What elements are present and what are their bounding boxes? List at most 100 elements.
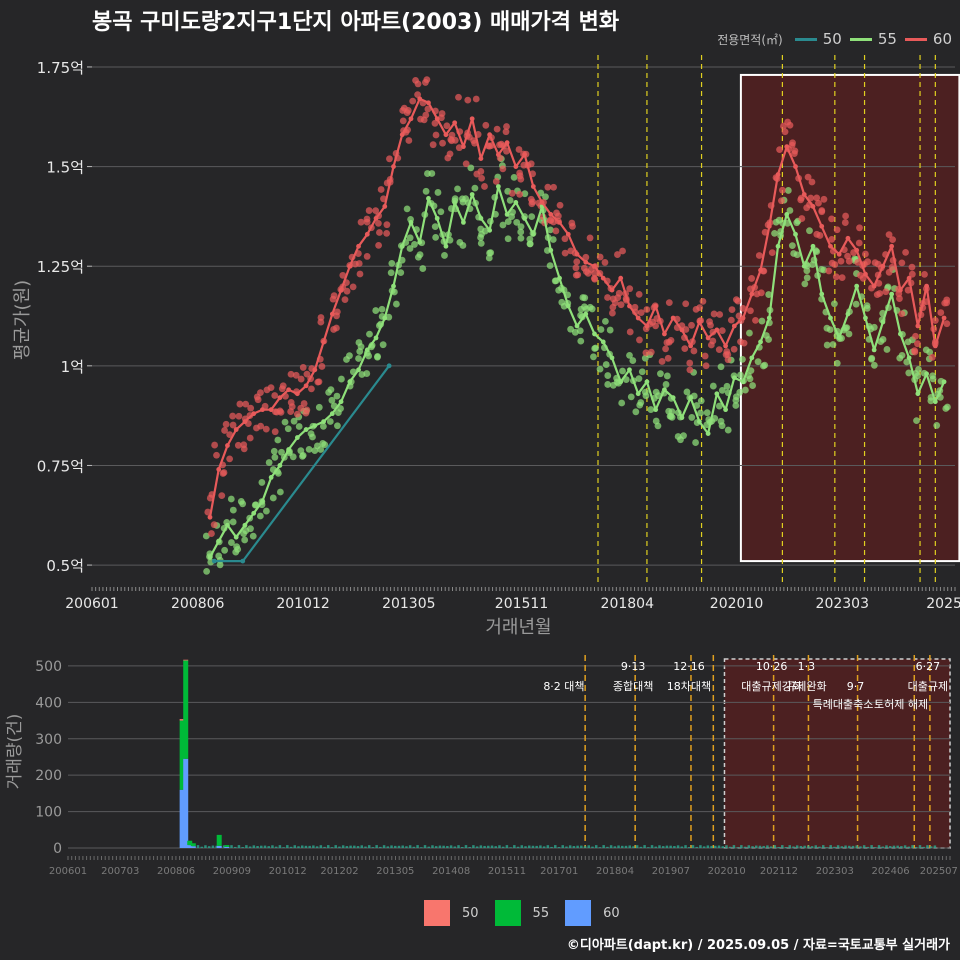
scatter-point-60 [318, 363, 326, 370]
scatter-point-60 [550, 183, 558, 191]
scatter-point-60 [333, 308, 341, 316]
scatter-point-60 [375, 219, 382, 227]
policy-annotation: 1·3 [798, 660, 816, 673]
volume-bar-minor [673, 846, 676, 848]
scatter-point-55 [233, 543, 241, 551]
volume-bar-minor [524, 846, 527, 848]
series-point-55 [662, 387, 667, 393]
scatter-point-55 [647, 406, 655, 413]
series-point-60 [268, 407, 274, 413]
scatter-point-55 [765, 291, 773, 298]
series-point-60 [539, 200, 545, 205]
scatter-point-55 [718, 387, 726, 394]
scatter-point-55 [289, 453, 297, 461]
volume-bar-minor [274, 846, 278, 848]
scatter-point-55 [249, 532, 257, 540]
volume-bar-minor [829, 845, 832, 848]
scatter-point-60 [552, 227, 560, 235]
scatter-point-60 [833, 226, 841, 234]
volume-bar-minor [933, 845, 937, 848]
scatter-point-60 [609, 309, 616, 317]
scatter-point-55 [284, 425, 292, 433]
scatter-point-55 [228, 539, 235, 546]
bottom-x-tick-label: 200601 [49, 866, 87, 877]
series-point-55 [924, 371, 929, 377]
scatter-point-60 [556, 201, 564, 209]
scatter-point-55 [915, 366, 922, 373]
volume-bar-minor [803, 845, 806, 848]
scatter-point-60 [838, 274, 846, 282]
scatter-point-55 [424, 170, 431, 177]
volume-bar-minor [885, 845, 888, 848]
volume-bar-minor [795, 845, 799, 848]
scatter-point-60 [288, 403, 296, 411]
scatter-point-55 [504, 218, 512, 226]
top-x-tick-label: 201012 [276, 596, 329, 612]
volume-bar-minor [472, 845, 475, 848]
scatter-point-60 [815, 199, 822, 207]
volume-bar-minor [527, 845, 531, 848]
scatter-point-60 [798, 215, 806, 222]
scatter-point-60 [601, 259, 609, 266]
scatter-point-60 [477, 168, 485, 175]
scatter-point-55 [845, 330, 853, 338]
scatter-point-60 [409, 97, 417, 105]
volume-bar-minor [714, 845, 717, 848]
scatter-point-55 [739, 355, 746, 363]
scatter-point-55 [601, 317, 609, 325]
series-point-55 [688, 395, 694, 401]
scatter-point-55 [619, 367, 626, 375]
volume-bar-minor [360, 845, 364, 848]
scatter-point-60 [341, 296, 349, 304]
scatter-point-55 [262, 507, 270, 515]
scatter-point-55 [388, 259, 396, 267]
volume-bar-50 [183, 659, 189, 661]
scatter-point-55 [406, 234, 414, 242]
scatter-point-55 [736, 388, 744, 396]
scatter-point-60 [293, 410, 301, 418]
scatter-point-55 [680, 432, 687, 440]
series-point-60 [871, 283, 877, 289]
scatter-point-55 [278, 448, 285, 456]
volume-bar-minor [479, 845, 483, 848]
scatter-point-55 [432, 233, 440, 241]
volume-bar-minor [918, 845, 922, 848]
volume-bar-minor [252, 845, 256, 848]
volume-bar-minor [278, 845, 282, 848]
scatter-point-55 [715, 402, 723, 410]
series-point-60 [557, 219, 562, 225]
volume-bar-minor [728, 846, 732, 848]
scatter-point-60 [828, 235, 836, 243]
series-point-50 [211, 558, 217, 564]
scatter-point-55 [703, 409, 711, 417]
scatter-point-60 [908, 263, 916, 271]
scatter-point-55 [258, 479, 266, 486]
volume-bar-minor [587, 845, 591, 848]
scatter-point-60 [681, 345, 689, 353]
series-point-55 [714, 391, 720, 397]
series-point-60 [731, 323, 737, 329]
scatter-point-55 [517, 234, 525, 242]
volume-bar-minor [230, 845, 233, 848]
series-point-55 [277, 463, 283, 468]
scatter-point-55 [506, 196, 514, 204]
scatter-point-55 [760, 362, 767, 370]
scatter-point-55 [806, 227, 813, 235]
scatter-point-60 [862, 250, 869, 258]
scatter-point-60 [561, 249, 569, 257]
scatter-point-55 [477, 239, 485, 247]
scatter-point-55 [256, 512, 264, 520]
scatter-point-60 [710, 310, 718, 318]
volume-bar-minor [412, 846, 416, 848]
scatter-point-60 [262, 425, 270, 433]
bar-legend-swatch-50 [424, 900, 450, 926]
series-point-55 [863, 315, 868, 321]
volume-bar-minor [613, 846, 617, 848]
scatter-point-60 [859, 274, 867, 282]
scatter-point-55 [718, 422, 726, 430]
scatter-point-60 [730, 345, 738, 353]
series-point-60 [583, 259, 589, 265]
scatter-point-60 [300, 400, 308, 407]
scatter-point-60 [911, 348, 919, 356]
